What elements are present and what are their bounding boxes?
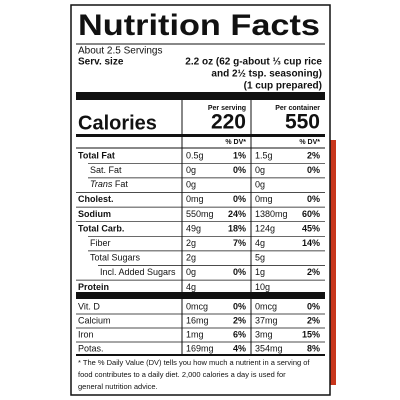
amount: 0.5g (186, 150, 204, 160)
amount: 4g (186, 282, 196, 292)
serv-size: and 2½ tsp. seasoning) (211, 69, 322, 80)
footnote: general nutrition advice. (78, 382, 158, 391)
nutrient-label: Trans Fat (90, 180, 128, 190)
nutrient-label: Incl. Added Sugars (100, 267, 176, 277)
nutrient-label: Vit. D (78, 301, 100, 311)
amount: 0mcg (255, 301, 277, 311)
thick-bar (76, 292, 325, 299)
serv-size: (1 cup prepared) (244, 81, 322, 92)
amount: 2g (186, 238, 196, 248)
daily-value: 18% (228, 223, 246, 233)
daily-value: 60% (302, 209, 320, 219)
amount: 0mcg (186, 301, 208, 311)
nutrient-label: Total Sugars (90, 253, 141, 263)
amount: 0g (255, 180, 265, 190)
amount: 1g (255, 267, 265, 277)
amount: 0mg (186, 194, 204, 204)
label-text: Fat (115, 180, 129, 190)
nutrient-label: Iron (78, 329, 94, 339)
nutrient-label: Total Carb. (78, 223, 124, 233)
daily-value: 4% (233, 343, 246, 353)
medium-bar (76, 134, 325, 137)
amount: 1mg (186, 329, 204, 339)
package-edge (330, 140, 336, 385)
amount: 1.5g (255, 150, 273, 160)
amount: 0g (186, 180, 196, 190)
servings: About 2.5 Servings (78, 46, 163, 57)
amount: 354mg (255, 343, 283, 353)
calories-value: 220 (211, 111, 246, 134)
daily-value: 6% (233, 329, 246, 339)
serv-size-label: Serv. size (78, 57, 124, 68)
serv-size: 2.2 oz (62 g-about ⅓ cup rice (185, 57, 322, 68)
amount: 5g (255, 253, 265, 263)
amount: 169mg (186, 343, 214, 353)
amount: 0g (255, 165, 265, 175)
column-header: Per container (275, 105, 320, 112)
daily-value: 0% (307, 165, 320, 175)
daily-value: 15% (302, 329, 320, 339)
amount: 0mg (255, 194, 273, 204)
daily-value: 0% (233, 194, 246, 204)
dv-header: % DV* (299, 139, 320, 146)
label-italic: Trans (90, 180, 113, 190)
amount: 4g (255, 238, 265, 248)
daily-value: 14% (302, 238, 320, 248)
calories-label: Calories (78, 112, 157, 134)
label-border (70, 4, 331, 396)
nutrient-label: Sodium (78, 209, 111, 219)
amount: 37mg (255, 315, 278, 325)
amount: 550mg (186, 209, 214, 219)
daily-value: 24% (228, 209, 246, 219)
amount: 16mg (186, 315, 209, 325)
daily-value: 2% (307, 267, 320, 277)
daily-value: 1% (233, 150, 246, 160)
daily-value: 0% (307, 301, 320, 311)
daily-value: 0% (233, 301, 246, 311)
nutrient-label: Potas. (78, 343, 104, 353)
daily-value: 0% (233, 267, 246, 277)
nutrient-label: Fiber (90, 238, 111, 248)
daily-value: 2% (233, 315, 246, 325)
amount: 0g (186, 267, 196, 277)
daily-value: 8% (307, 343, 320, 353)
amount: 0g (186, 165, 196, 175)
daily-value: 2% (307, 150, 320, 160)
amount: 3mg (255, 329, 273, 339)
daily-value: 0% (307, 194, 320, 204)
title: Nutrition Facts (78, 9, 320, 42)
amount: 2g (186, 253, 196, 263)
daily-value: 7% (233, 238, 246, 248)
daily-value: 2% (307, 315, 320, 325)
amount: 1380mg (255, 209, 288, 219)
nutrient-label: Total Fat (78, 150, 115, 160)
daily-value: 0% (233, 165, 246, 175)
nutrient-label: Sat. Fat (90, 165, 122, 175)
calories-value: 550 (285, 111, 320, 134)
nutrient-label: Cholest. (78, 194, 114, 204)
footnote: food contributes to a daily diet. 2,000 … (78, 370, 286, 379)
amount: 10g (255, 282, 270, 292)
nutrient-label: Calcium (78, 315, 111, 325)
daily-value: 45% (302, 223, 320, 233)
dv-header: % DV* (225, 139, 246, 146)
amount: 124g (255, 223, 275, 233)
amount: 49g (186, 223, 201, 233)
nutrient-label: Protein (78, 282, 109, 292)
thick-bar (76, 92, 325, 100)
footnote: * The % Daily Value (DV) tells you how m… (78, 358, 310, 367)
column-header: Per serving (208, 105, 246, 112)
